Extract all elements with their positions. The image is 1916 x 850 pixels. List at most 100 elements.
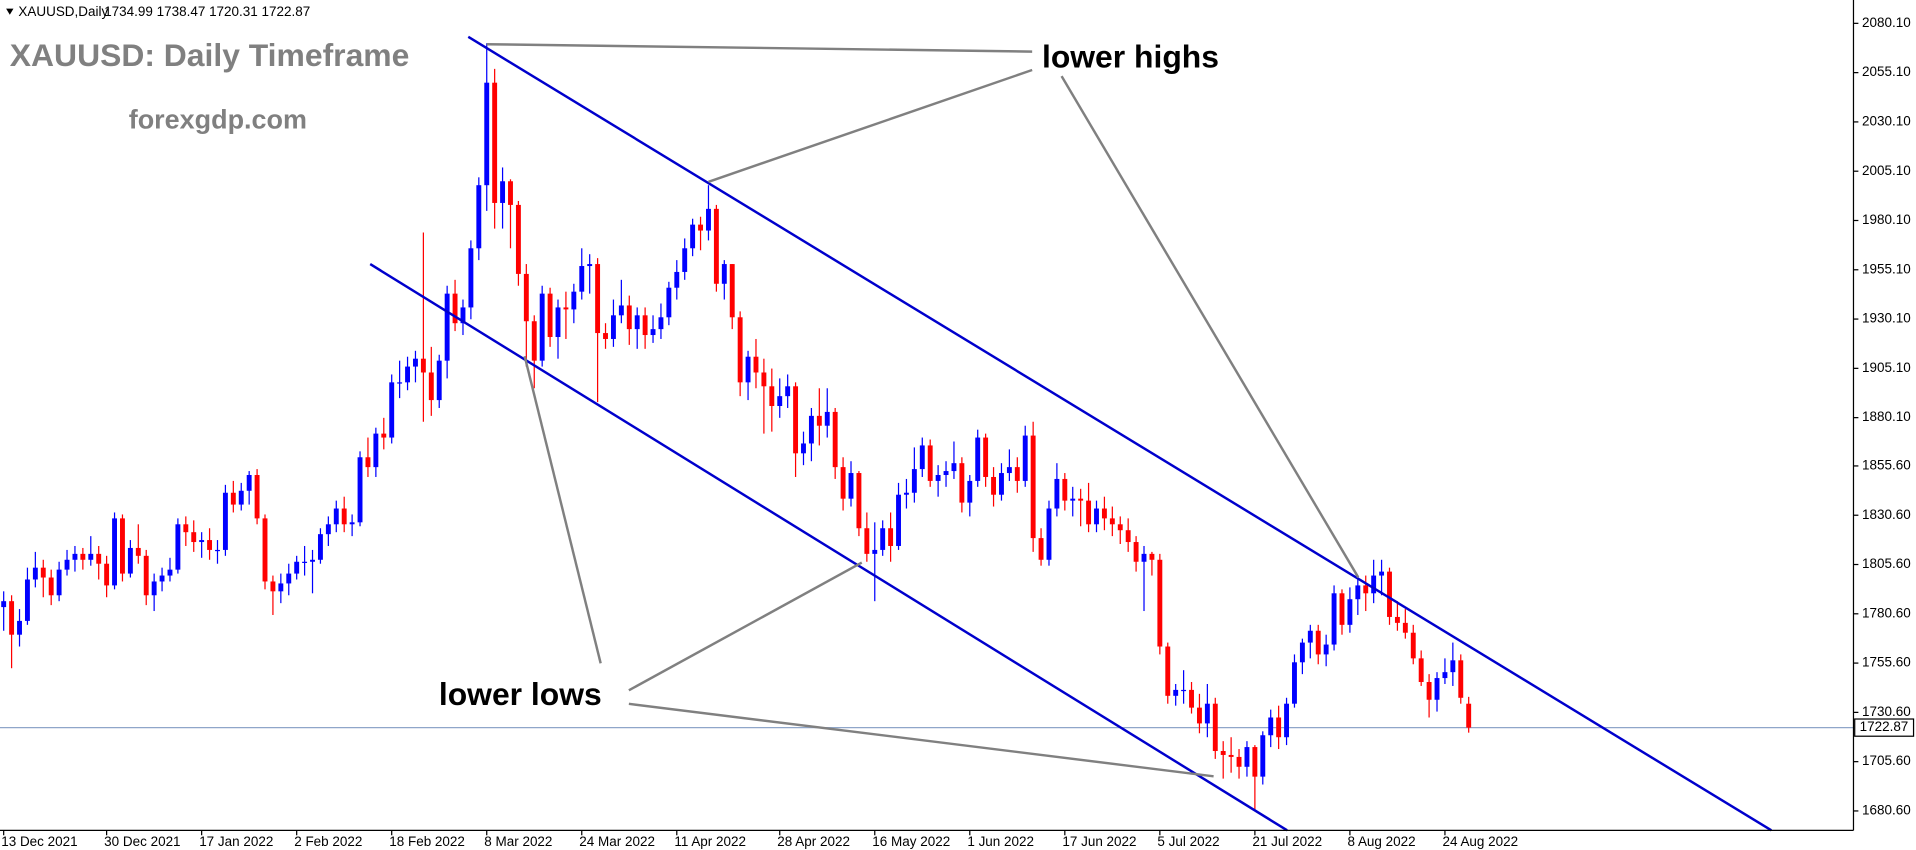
candle-body	[1038, 538, 1044, 560]
candle-body	[706, 208, 711, 231]
candle-body	[183, 524, 189, 533]
candle-body	[801, 443, 806, 454]
candle-body	[1189, 689, 1194, 708]
candle-body	[840, 467, 846, 499]
pointer	[486, 42, 1033, 53]
candle-body	[302, 561, 308, 563]
candle-body	[405, 366, 410, 383]
candle-body	[420, 358, 426, 373]
x-tick-label: 24 Aug 2022	[1442, 834, 1518, 849]
candle-body	[975, 437, 981, 481]
candle-body	[864, 528, 870, 554]
candle-body	[1133, 542, 1139, 562]
x-tick-label: 18 Feb 2022	[389, 834, 465, 849]
candle-body	[1062, 478, 1068, 501]
candle-body	[24, 579, 30, 621]
candle-body	[1236, 756, 1242, 767]
candle-body	[1466, 703, 1472, 728]
candle-body	[1299, 642, 1305, 663]
lower-channel-line	[369, 263, 1288, 832]
candle-body	[761, 372, 767, 387]
candle-body	[1109, 518, 1115, 525]
candle-body	[325, 524, 331, 535]
candle-body	[951, 463, 957, 472]
candle-body	[523, 273, 529, 322]
candle-body	[1244, 747, 1250, 767]
candle-body	[88, 553, 94, 560]
candle-body	[959, 463, 965, 503]
candle-body	[310, 559, 315, 562]
candle-body	[515, 204, 521, 274]
x-tick-label: 30 Dec 2021	[104, 834, 180, 849]
candle-body	[492, 82, 498, 203]
candle-body	[167, 569, 173, 576]
candle-body	[238, 490, 244, 505]
candle-body	[64, 559, 70, 570]
x-tick-label: 17 Jun 2022	[1062, 834, 1136, 849]
candle-body	[785, 386, 791, 397]
pointer	[628, 702, 1214, 778]
candle-body	[642, 315, 648, 336]
candle-body	[1173, 689, 1179, 696]
candle-body	[650, 329, 656, 336]
candle-body	[1292, 662, 1297, 704]
candle-body	[1078, 498, 1084, 501]
candle-body	[1450, 660, 1456, 673]
candle-body	[848, 473, 854, 499]
candle-body	[603, 333, 608, 339]
candle-body	[1252, 747, 1258, 777]
candle-body	[159, 575, 165, 582]
x-tick-label: 5 Jul 2022	[1157, 834, 1219, 849]
candle-body	[151, 581, 157, 596]
candle-body	[793, 386, 799, 454]
candle-body	[135, 547, 141, 556]
candle-body	[674, 271, 680, 288]
candle-body	[428, 372, 434, 401]
candle-body	[587, 264, 593, 267]
candle-body	[1094, 508, 1099, 525]
candle-body	[104, 563, 110, 586]
candle-body	[1268, 717, 1274, 736]
candle-body	[80, 553, 86, 560]
candle-body	[349, 522, 355, 525]
candle-body	[943, 471, 949, 476]
plot-area	[0, 43, 1854, 811]
candle-body	[1117, 524, 1123, 531]
candle-body	[769, 386, 775, 407]
x-tick-label: 28 Apr 2022	[777, 834, 850, 849]
chart-title: XAUUSD: Daily Timeframe	[10, 37, 410, 73]
candle-body	[1, 601, 7, 608]
candle-body	[246, 475, 252, 491]
candle-body	[1402, 622, 1408, 633]
y-tick-label: 1780.60	[1862, 605, 1911, 620]
candle-body	[531, 321, 537, 361]
candle-body	[1331, 593, 1337, 645]
candle-body	[729, 264, 735, 318]
candle-body	[120, 518, 125, 574]
candle-body	[999, 473, 1004, 495]
candle-body	[175, 524, 181, 570]
candle-body	[1030, 435, 1036, 539]
candle-body	[452, 293, 458, 324]
candle-body	[856, 473, 862, 529]
candle-body	[1394, 616, 1400, 623]
pointer	[708, 68, 1033, 183]
candle-body	[1387, 571, 1392, 617]
x-tick-label: 16 May 2022	[872, 834, 950, 849]
candle-body	[444, 293, 450, 361]
candle-body	[571, 291, 577, 310]
candle-body	[1181, 689, 1187, 692]
x-tick-label: 11 Apr 2022	[674, 834, 746, 849]
candle-body	[413, 358, 418, 367]
candle-body	[484, 82, 490, 186]
candle-body	[365, 457, 371, 468]
candle-body	[294, 561, 300, 574]
y-tick-label: 1830.60	[1862, 507, 1911, 522]
candle-body	[17, 620, 22, 635]
x-tick-label: 13 Dec 2021	[1, 834, 77, 849]
candle-body	[816, 415, 822, 426]
candle-body	[40, 567, 46, 578]
candle-body	[634, 315, 640, 330]
candle-body	[682, 248, 688, 272]
